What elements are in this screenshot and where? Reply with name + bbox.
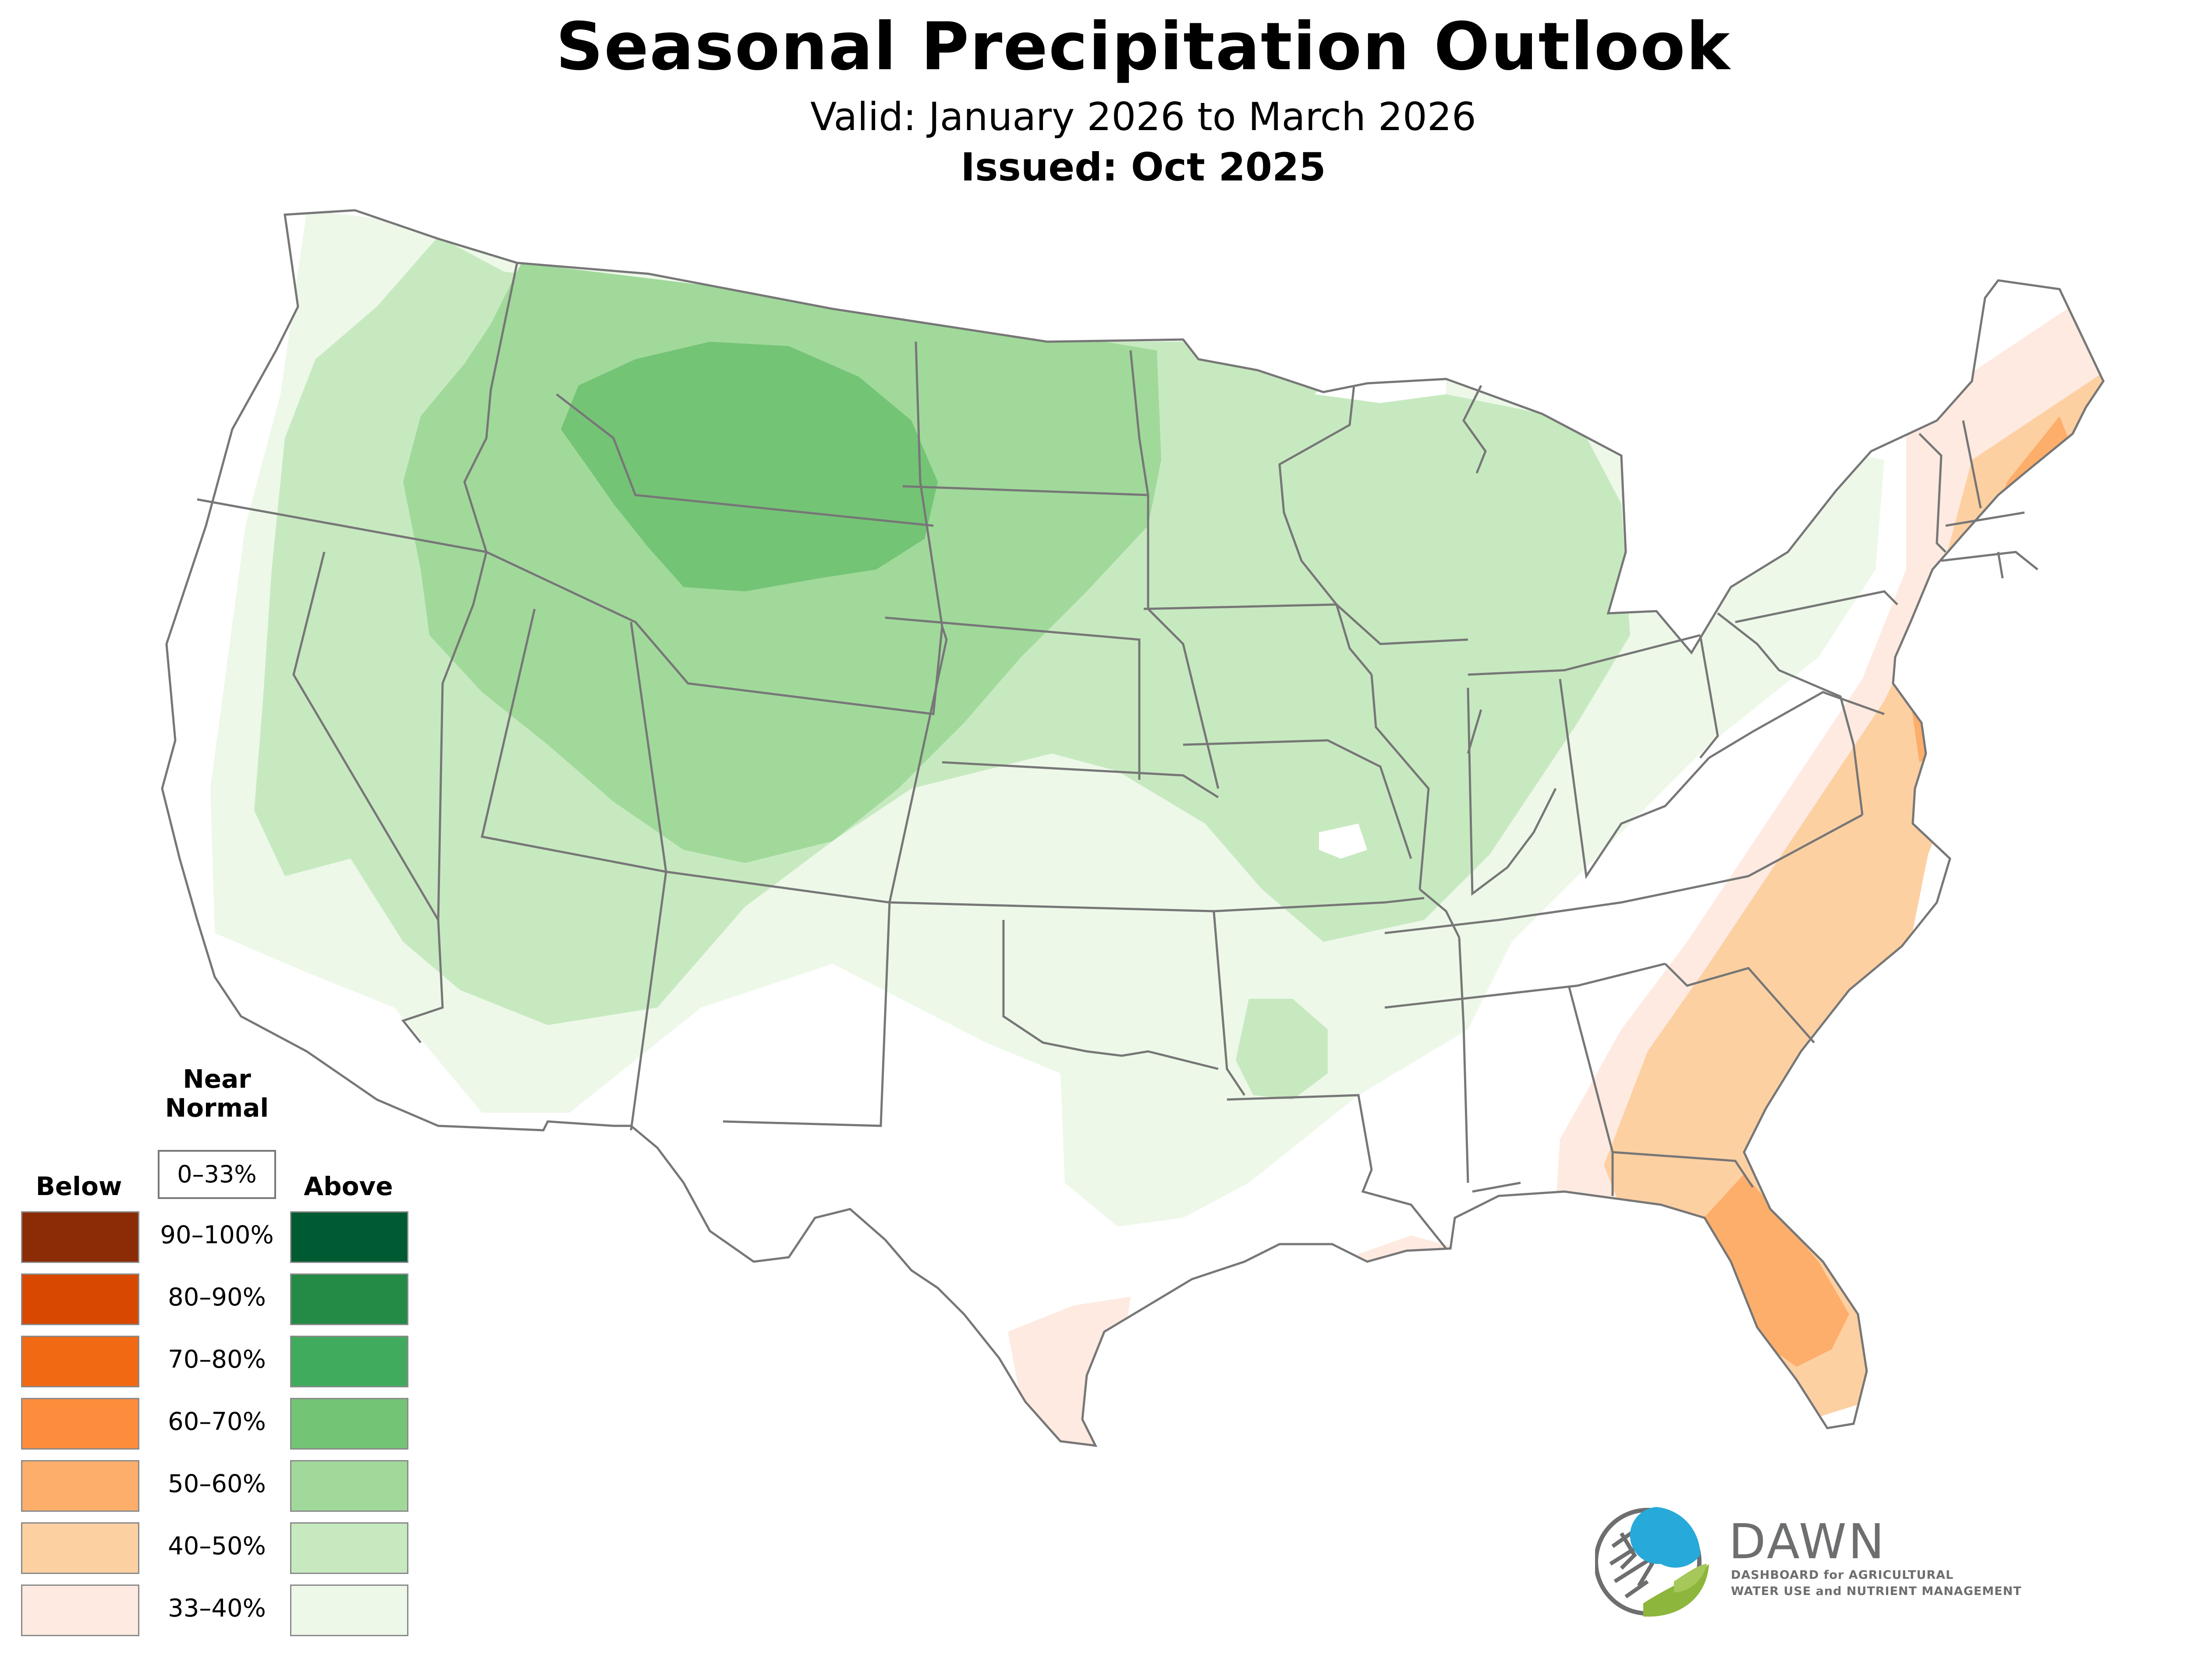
dawn-logo-wordmark: DAWN (1729, 1514, 1886, 1570)
legend-range-label: 33–40% (168, 1594, 266, 1623)
legend-near-normal-range: 0–33% (158, 1150, 276, 1199)
legend-range-label: 90–100% (160, 1221, 274, 1249)
legend-swatch-above (290, 1460, 408, 1512)
legend-range-label: 50–60% (168, 1470, 266, 1498)
dawn-logo-icon (1595, 1507, 1709, 1617)
legend-near-normal-heading: Near Normal (165, 1064, 269, 1123)
legend-above-heading: Above (304, 1171, 393, 1201)
state-boundaries (197, 262, 2039, 1249)
legend-swatch-above (290, 1585, 408, 1636)
map-title: Seasonal Precipitation Outlook (556, 9, 1731, 85)
legend-swatch-above (290, 1336, 408, 1387)
legend-swatch-below (21, 1585, 139, 1636)
valid-period: Valid: January 2026 to March 2026 (810, 94, 1476, 139)
legend-swatch-above (290, 1398, 408, 1450)
legend-swatch-below (21, 1522, 139, 1574)
dawn-logo-tagline-2: WATER USE and NUTRIENT MANAGEMENT (1731, 1585, 2022, 1598)
legend-range-label: 70–80% (168, 1345, 266, 1374)
legend-swatch-below (21, 1336, 139, 1387)
legend-swatch-above (290, 1522, 408, 1574)
legend-swatch-below (21, 1211, 139, 1263)
probability-shading (210, 210, 2103, 1446)
legend-swatch-below (21, 1273, 139, 1325)
dawn-logo-tagline-1: DASHBOARD for AGRICULTURAL (1731, 1568, 1954, 1582)
legend-swatch-below (21, 1398, 139, 1450)
legend-below-heading: Below (35, 1171, 122, 1201)
legend-swatch-above (290, 1211, 408, 1263)
legend-swatch-above (290, 1273, 408, 1325)
issued-date: Issued: Oct 2025 (961, 145, 1326, 190)
legend-swatch-below (21, 1460, 139, 1512)
legend-range-label: 40–50% (168, 1532, 266, 1560)
legend-range-label: 80–90% (168, 1283, 266, 1312)
legend-range-label: 60–70% (168, 1408, 266, 1436)
